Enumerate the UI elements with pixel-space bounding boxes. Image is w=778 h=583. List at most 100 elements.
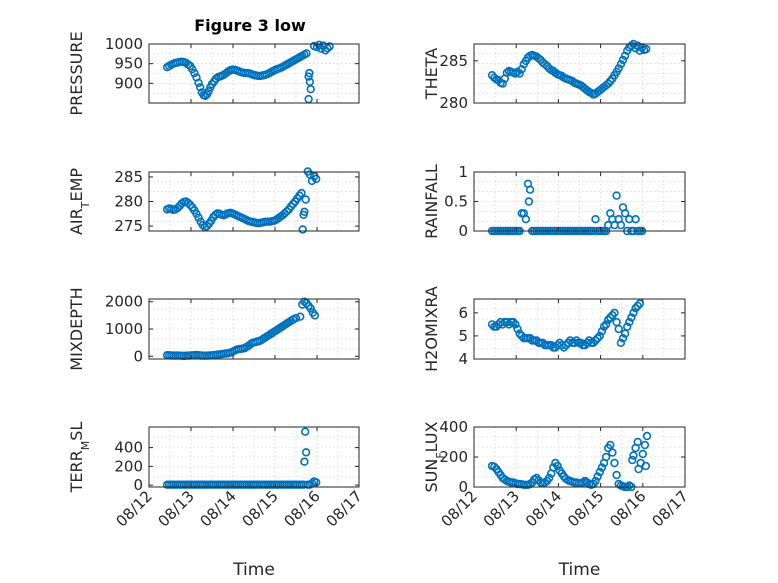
data-point (606, 440, 615, 450)
data-point (310, 311, 320, 320)
y-tick-label: 1 (458, 163, 468, 181)
y-tick-label: 2000 (105, 293, 143, 311)
x-tick-label: 08/17 (323, 487, 366, 530)
x-tick-label: 08/14 (197, 487, 240, 530)
y-tick-label: 200 (114, 457, 143, 475)
data-point (559, 343, 569, 352)
data-point (642, 431, 652, 441)
data-point (614, 324, 623, 334)
data-point (601, 320, 611, 329)
y-tick-label: 1000 (105, 320, 143, 338)
data-point (490, 73, 499, 82)
x-tick-label: 08/14 (522, 487, 565, 530)
data-point (620, 209, 630, 218)
y-axis-label: MIXDEPTH (67, 287, 86, 370)
data-point (296, 312, 305, 321)
y-tick-label: 280 (439, 94, 468, 112)
y-tick-label: 5 (458, 327, 468, 345)
data-point (323, 44, 332, 53)
data-point (173, 203, 182, 213)
y-tick-label: 950 (114, 55, 143, 73)
data-point (312, 174, 321, 184)
data-point (549, 463, 558, 472)
data-point (183, 198, 193, 208)
data-point (534, 54, 543, 63)
data-point (568, 76, 577, 86)
data-point (306, 304, 315, 313)
x-tick-label: 08/16 (281, 487, 324, 530)
data-point (515, 69, 524, 78)
data-point (305, 68, 314, 78)
data-point (591, 215, 600, 224)
data-point (635, 299, 644, 308)
axes-box (148, 43, 360, 104)
subplot-sun-flux: 020040008/1208/1308/1408/1508/1608/17SUN… (422, 418, 692, 580)
data-point (641, 461, 650, 471)
data-point (593, 472, 602, 481)
y-tick-label: 1000 (105, 35, 143, 53)
data-point (297, 188, 306, 198)
data-point (638, 449, 647, 459)
x-tick-label: 08/13 (155, 487, 198, 530)
y-tick-label: 280 (114, 193, 143, 211)
y-tick-label: 0 (458, 222, 468, 240)
data-point (194, 78, 203, 88)
data-point (307, 176, 317, 186)
data-point (302, 49, 311, 58)
data-point (301, 448, 311, 457)
figure-title: Figure 3 low (194, 16, 306, 35)
data-point (620, 51, 630, 60)
data-point (629, 308, 638, 317)
data-point (633, 41, 642, 50)
data-point (608, 448, 617, 457)
data-point (515, 329, 524, 338)
data-point (301, 427, 310, 436)
data-point (612, 191, 621, 200)
data-point (631, 304, 640, 313)
data-point (194, 213, 203, 222)
data-point (282, 207, 291, 216)
data-point (601, 452, 611, 462)
data-point (532, 473, 541, 483)
data-point (629, 451, 638, 460)
data-point (614, 64, 623, 73)
subplot-mixdepth: 0 1000 2000 MIXDEPTH (67, 287, 360, 371)
data-point (589, 338, 598, 347)
y-tick-label: 0 (458, 478, 468, 496)
data-point (521, 215, 531, 224)
y-axis-label: TERRMSL (67, 422, 92, 494)
y-tick-label: 285 (439, 52, 468, 70)
data-point (325, 42, 334, 51)
x-axis-label: Time (558, 560, 601, 580)
data-point (625, 317, 634, 327)
data-point (511, 69, 520, 78)
data-point (300, 457, 309, 466)
data-point (641, 44, 651, 54)
subplot-terr-msl: 020040008/1208/1308/1408/1508/1608/17TER… (67, 422, 366, 580)
x-tick-label: 08/15 (564, 487, 607, 530)
axes-box (148, 426, 360, 488)
x-tick-label: 08/16 (606, 487, 649, 530)
y-tick-label: 0 (133, 347, 143, 365)
data-point (544, 473, 554, 483)
data-point (593, 334, 602, 343)
axes-box (473, 298, 686, 360)
data-point (511, 320, 520, 329)
data-point (513, 324, 522, 334)
data-point (597, 463, 607, 472)
data-point (618, 334, 628, 343)
data-point (498, 79, 507, 88)
y-tick-label: 200 (439, 448, 468, 466)
x-tick-label: 08/17 (649, 487, 692, 530)
y-tick-label: 285 (114, 168, 143, 186)
data-point (610, 458, 619, 468)
data-point (627, 313, 636, 322)
data-point (525, 185, 535, 194)
data-point (517, 65, 526, 74)
x-axis-label: Time (232, 560, 275, 580)
data-point (612, 470, 621, 480)
data-point (597, 327, 607, 336)
